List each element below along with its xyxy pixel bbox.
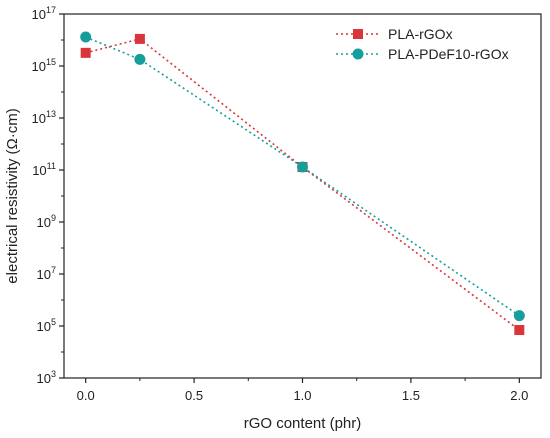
legend-item: PLA-PDeF10-rGOx: [336, 46, 509, 62]
x-tick-label: 0.0: [77, 388, 95, 403]
y-tick-label: 1017: [32, 5, 56, 22]
y-tick-label: 1011: [32, 161, 56, 178]
series-layer: [80, 31, 525, 336]
data-point: [513, 310, 525, 322]
x-tick-label: 1.0: [293, 388, 311, 403]
data-point: [134, 53, 146, 65]
series-line: [85, 38, 520, 331]
legend-marker: [353, 29, 363, 39]
y-axis-title: electrical resistivity (Ω·cm): [4, 108, 21, 283]
x-tick-label: 1.5: [402, 388, 420, 403]
y-tick-label: 1013: [32, 109, 56, 126]
x-axis-title: rGO content (phr): [244, 415, 362, 432]
x-tick-label: 0.5: [185, 388, 203, 403]
y-tick-label: 107: [37, 265, 56, 282]
data-point: [297, 161, 308, 173]
legend-marker: [352, 48, 364, 60]
series-pla-pdef10-rgox: [80, 31, 525, 322]
axis-ticks: 0.0 0.5 1.0 1.5 2.0 103 105 107 109 1011 1013 1015 1…: [32, 5, 529, 403]
data-point: [80, 31, 92, 43]
y-tick-label: 103: [37, 369, 56, 386]
legend: PLA-rGOx PLA-PDeF10-rGOx: [336, 26, 509, 62]
legend-label: PLA-rGOx: [388, 26, 453, 42]
y-tick-label: 105: [37, 317, 56, 334]
legend-item: PLA-rGOx: [336, 26, 453, 42]
data-point: [134, 33, 145, 44]
series-pla-rgox: [80, 33, 525, 336]
y-tick-label: 109: [37, 213, 56, 230]
data-point: [514, 325, 525, 336]
series-line: [85, 36, 520, 317]
data-point: [80, 47, 91, 58]
legend-label: PLA-PDeF10-rGOx: [388, 46, 509, 62]
x-tick-label: 2.0: [510, 388, 528, 403]
y-tick-label: 1015: [32, 57, 56, 74]
plot-frame: [63, 13, 542, 379]
